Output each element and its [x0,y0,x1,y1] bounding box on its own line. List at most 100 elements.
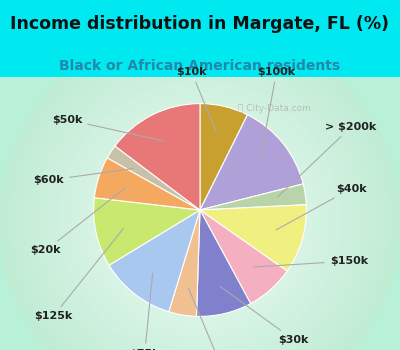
Circle shape [28,49,372,350]
Circle shape [15,36,385,350]
Circle shape [106,166,294,294]
Circle shape [84,104,316,336]
Circle shape [61,82,339,350]
Circle shape [0,21,400,350]
Circle shape [36,56,364,350]
Circle shape [18,39,382,350]
Circle shape [63,84,337,350]
Wedge shape [169,210,200,316]
Circle shape [23,44,377,350]
Circle shape [31,114,369,345]
Circle shape [56,77,344,350]
Text: > $200k: > $200k [278,122,377,197]
Circle shape [109,130,291,311]
Circle shape [60,134,340,326]
Circle shape [115,172,285,288]
Circle shape [86,107,314,334]
Circle shape [14,103,386,350]
Circle shape [25,47,375,350]
Circle shape [152,173,248,268]
Text: $150k: $150k [254,256,368,267]
Circle shape [132,152,268,289]
Circle shape [28,112,372,348]
Circle shape [33,54,367,350]
Text: $100k: $100k [258,67,296,159]
Wedge shape [115,104,200,210]
Circle shape [43,64,357,350]
Circle shape [147,168,253,273]
Circle shape [71,92,329,349]
Circle shape [174,212,226,248]
Circle shape [8,99,392,350]
Text: $75k: $75k [130,273,160,350]
Circle shape [63,136,337,323]
Circle shape [13,34,387,350]
Circle shape [132,183,268,276]
Wedge shape [109,210,200,312]
Circle shape [89,154,311,306]
Circle shape [177,198,223,243]
Circle shape [93,156,307,303]
Circle shape [40,62,360,350]
Circle shape [73,143,327,316]
Text: $10k: $10k [176,67,216,133]
Circle shape [142,190,258,270]
Circle shape [99,161,301,299]
Circle shape [148,194,252,265]
Circle shape [76,146,324,314]
Circle shape [154,199,246,261]
Circle shape [54,130,346,330]
Circle shape [24,110,376,350]
Circle shape [112,170,288,290]
Circle shape [126,147,274,294]
Wedge shape [94,158,200,210]
Circle shape [38,59,362,350]
Circle shape [74,94,326,346]
Circle shape [184,219,216,241]
Circle shape [78,99,322,342]
Text: $60k: $60k [34,168,133,185]
Circle shape [175,195,225,246]
Circle shape [177,214,223,245]
Circle shape [83,150,317,310]
Circle shape [180,217,220,243]
Circle shape [37,119,363,341]
Circle shape [99,120,301,321]
Circle shape [119,140,281,301]
Text: ⓘ City-Data.com: ⓘ City-Data.com [238,104,311,113]
Text: $20k: $20k [30,188,125,256]
Circle shape [96,159,304,301]
Circle shape [50,128,350,332]
Circle shape [76,97,324,344]
Circle shape [125,179,275,281]
Circle shape [158,201,242,259]
Text: Black or African American residents: Black or African American residents [60,59,340,73]
Circle shape [89,110,311,331]
Circle shape [138,188,262,272]
Circle shape [142,162,258,279]
Circle shape [101,122,299,319]
Circle shape [171,210,229,250]
Circle shape [137,158,263,284]
Circle shape [91,112,309,329]
Circle shape [145,192,255,268]
Circle shape [190,223,210,237]
Circle shape [172,193,228,248]
Circle shape [102,163,298,296]
Circle shape [151,197,249,263]
Circle shape [160,180,240,261]
Circle shape [46,66,354,350]
Circle shape [149,170,251,271]
Wedge shape [196,210,251,316]
Circle shape [11,101,389,350]
Circle shape [40,121,360,339]
Circle shape [51,72,349,350]
Circle shape [106,127,294,314]
Circle shape [161,203,239,257]
Circle shape [86,152,314,308]
Circle shape [197,228,203,232]
Wedge shape [107,146,200,210]
Text: $50k: $50k [52,114,163,141]
Circle shape [44,123,356,336]
Text: Income distribution in Margate, FL (%): Income distribution in Margate, FL (%) [10,15,390,33]
